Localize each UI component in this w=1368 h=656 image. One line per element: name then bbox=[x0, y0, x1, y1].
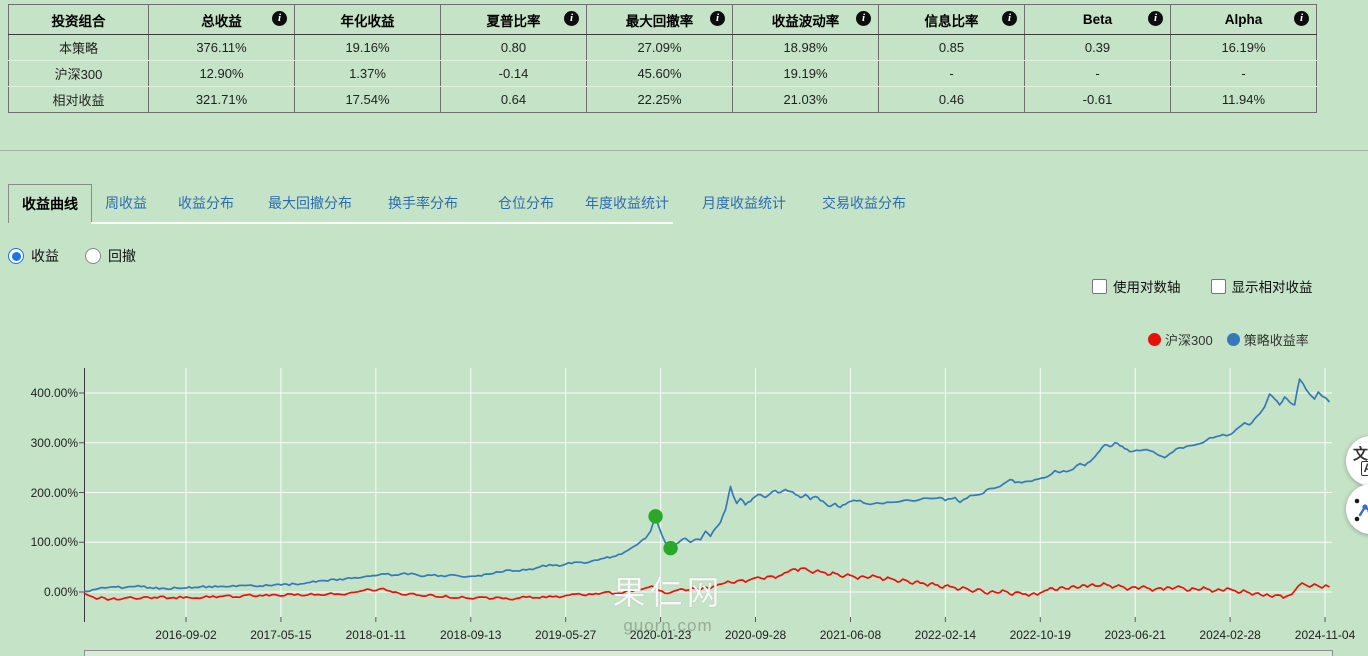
log-axis-label[interactable]: 使用对数轴 bbox=[1113, 280, 1181, 295]
tab-trade-return-distribution[interactable]: 交易收益分布 bbox=[822, 195, 906, 211]
info-icon[interactable]: i bbox=[564, 11, 579, 26]
x-tick-label: 2016-09-02 bbox=[155, 628, 217, 642]
return-curve-chart[interactable] bbox=[0, 358, 1368, 650]
table-row-relative: 相对收益 321.71% 17.54% 0.64 22.25% 21.03% 0… bbox=[8, 86, 1317, 113]
x-tick-label: 2024-11-04 bbox=[1294, 628, 1356, 642]
info-icon[interactable]: i bbox=[856, 11, 871, 26]
col-alpha: Alpha i bbox=[1170, 4, 1317, 35]
metrics-table: 投资组合 总收益 i 年化收益 夏普比率 i 最大回撤率 i 收益波动率 i 信息比率 i… bbox=[8, 4, 1317, 113]
x-tick-label: 2023-06-21 bbox=[1104, 628, 1166, 642]
csi300-legend-dot[interactable] bbox=[1148, 333, 1161, 346]
chart-legend: 沪深300 策略收益率 bbox=[1148, 330, 1309, 349]
tab-annual-return-stats[interactable]: 年度收益统计 bbox=[585, 195, 669, 211]
x-tick-label: 2019-05-27 bbox=[534, 628, 597, 642]
x-tick-label: 2020-01-23 bbox=[629, 628, 692, 642]
x-tick-label: 2018-09-13 bbox=[440, 628, 502, 642]
y-tick-label: 0.00% bbox=[43, 585, 78, 599]
x-tick-label: 2024-02-28 bbox=[1199, 628, 1261, 642]
tab-weekly-return[interactable]: 周收益 bbox=[105, 195, 147, 211]
y-tick-label: 300.00% bbox=[30, 436, 78, 450]
strategy-legend-dot[interactable] bbox=[1226, 333, 1240, 346]
tab-turnover-distribution[interactable]: 换手率分布 bbox=[388, 195, 458, 211]
datazoom-slider[interactable] bbox=[84, 650, 1333, 656]
info-icon[interactable]: i bbox=[1294, 11, 1309, 26]
relative-return-checkbox[interactable] bbox=[1210, 278, 1226, 294]
x-tick-label: 2022-02-14 bbox=[914, 628, 977, 642]
x-tick-label: 2021-06-08 bbox=[819, 628, 882, 642]
col-max-drawdown: 最大回撤率 i bbox=[586, 4, 733, 35]
col-portfolio: 投资组合 bbox=[8, 4, 149, 35]
chart-options: 使用对数轴 显示相对收益 bbox=[1092, 276, 1313, 296]
graph-icon bbox=[1354, 498, 1368, 522]
col-volatility: 收益波动率 i bbox=[732, 4, 879, 35]
tab-return-distribution[interactable]: 收益分布 bbox=[178, 195, 234, 211]
info-icon[interactable]: i bbox=[710, 11, 725, 26]
relative-return-label[interactable]: 显示相对收益 bbox=[1231, 280, 1313, 295]
x-tick-label: 2017-05-15 bbox=[250, 628, 312, 642]
tab-underline bbox=[91, 222, 673, 224]
col-annual-return: 年化收益 bbox=[294, 4, 441, 35]
tab-monthly-return-stats[interactable]: 月度收益统计 bbox=[702, 195, 786, 211]
return-radio[interactable] bbox=[8, 248, 24, 264]
y-tick-label: 100.00% bbox=[30, 535, 78, 549]
table-row-strategy: 本策略 376.11% 19.16% 0.80 27.09% 18.98% 0.… bbox=[8, 34, 1317, 61]
metrics-header-row: 投资组合 总收益 i 年化收益 夏普比率 i 最大回撤率 i 收益波动率 i 信息比率 i… bbox=[8, 4, 1317, 35]
section-divider bbox=[0, 150, 1368, 151]
table-row-csi300: 沪深300 12.90% 1.37% -0.14 45.60% 19.19% -… bbox=[8, 60, 1317, 87]
x-tick-label: 2018-01-11 bbox=[345, 628, 407, 642]
csi300-legend-label[interactable]: 沪深300 bbox=[1165, 333, 1213, 348]
tab-max-drawdown-distribution[interactable]: 最大回撤分布 bbox=[268, 195, 352, 211]
y-tick-label: 200.00% bbox=[30, 486, 78, 500]
col-info-ratio: 信息比率 i bbox=[878, 4, 1025, 35]
info-icon[interactable]: i bbox=[1148, 11, 1163, 26]
series-mode-radio-group: 收益 回撤 bbox=[8, 246, 162, 266]
drawdown-radio-label[interactable]: 回撤 bbox=[108, 248, 136, 264]
log-axis-checkbox[interactable] bbox=[1092, 278, 1107, 294]
tab-bar: 收益曲线 周收益 收益分布 最大回撤分布 换手率分布 仓位分布 年度收益统计 月… bbox=[8, 184, 1360, 224]
drawdown-radio[interactable] bbox=[85, 248, 101, 264]
tab-position-distribution[interactable]: 仓位分布 bbox=[498, 195, 554, 211]
strategy-legend-label[interactable]: 策略收益率 bbox=[1243, 333, 1309, 348]
col-total-return: 总收益 i bbox=[148, 4, 295, 35]
y-tick-label: 400.00% bbox=[30, 386, 78, 400]
tab-return-curve[interactable]: 收益曲线 bbox=[8, 184, 92, 223]
info-icon[interactable]: i bbox=[272, 11, 287, 26]
col-sharpe: 夏普比率 i bbox=[440, 4, 587, 35]
x-tick-label: 2020-09-28 bbox=[724, 628, 787, 642]
info-icon[interactable]: i bbox=[1002, 11, 1017, 26]
return-radio-label[interactable]: 收益 bbox=[31, 248, 59, 264]
x-tick-label: 2022-10-19 bbox=[1009, 628, 1071, 642]
col-beta: Beta i bbox=[1024, 4, 1171, 35]
